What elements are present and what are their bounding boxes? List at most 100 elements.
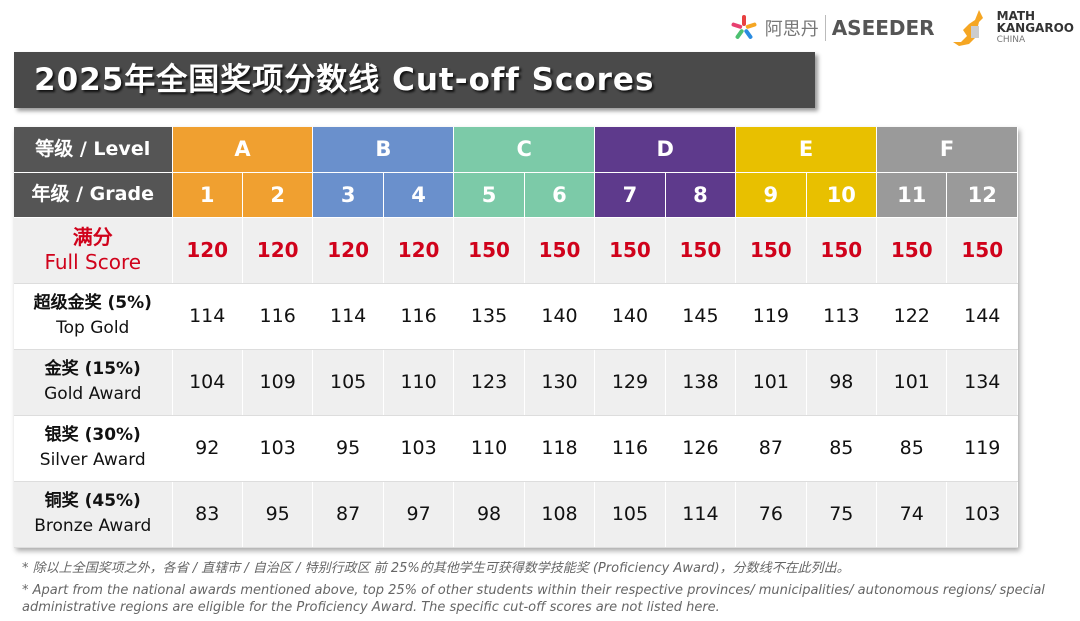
- score-cell: 76: [735, 481, 807, 548]
- score-cell: 114: [172, 283, 243, 350]
- score-cell: 85: [806, 415, 878, 482]
- score-cell: 138: [665, 349, 737, 416]
- score-cell: 120: [242, 217, 314, 284]
- score-cell: 95: [242, 481, 314, 548]
- row-label-cn: 满分: [72, 225, 113, 249]
- score-cell: 110: [453, 415, 525, 482]
- kangaroo-icon: [952, 10, 983, 46]
- level-f: F: [876, 127, 1018, 173]
- logos: 阿思丹 ASEEDER MATH KANGAROO CHINA: [729, 8, 1074, 48]
- score-cell: 150: [876, 217, 948, 284]
- grade-4: 4: [383, 172, 455, 218]
- grade-1: 1: [172, 172, 243, 218]
- level-row: 等级 / Level A B C D E F: [14, 127, 1018, 173]
- grade-12: 12: [946, 172, 1018, 218]
- score-cell: 98: [453, 481, 525, 548]
- score-cell: 101: [735, 349, 807, 416]
- grade-8: 8: [665, 172, 737, 218]
- score-cell: 108: [524, 481, 596, 548]
- score-cell: 120: [383, 217, 455, 284]
- score-cell: 118: [524, 415, 596, 482]
- score-cell: 122: [876, 283, 948, 350]
- score-cell: 150: [946, 217, 1018, 284]
- level-e: E: [735, 127, 878, 173]
- score-cell: 150: [594, 217, 666, 284]
- table-row: 金奖 (15%) Gold Award 104 109 105 110 123 130 129 1…: [14, 349, 1018, 416]
- score-cell: 95: [312, 415, 384, 482]
- table-row: 满分 Full Score 120 120 120 120 150 150 150 150 150 1…: [14, 217, 1018, 284]
- score-cell: 135: [453, 283, 525, 350]
- score-cell: 105: [312, 349, 384, 416]
- row-label-en: Gold Award: [44, 384, 142, 404]
- score-cell: 103: [383, 415, 455, 482]
- level-a: A: [172, 127, 314, 173]
- table-row: 银奖 (30%) Silver Award 92 103 95 103 110 118 116 1…: [14, 415, 1018, 482]
- score-cell: 116: [383, 283, 455, 350]
- score-cell: 109: [242, 349, 314, 416]
- table-row: 超级金奖 (5%) Top Gold 114 116 114 116 135 140 140 14…: [14, 283, 1018, 350]
- page-title: 2025年全国奖项分数线 Cut-off Scores: [14, 52, 815, 108]
- score-cell: 105: [594, 481, 666, 548]
- row-label: 金奖 (15%) Gold Award: [14, 349, 173, 416]
- math-kangaroo-logo: MATH KANGAROO CHINA: [949, 8, 1074, 48]
- level-b: B: [312, 127, 455, 173]
- row-label-cn: 金奖 (15%): [44, 359, 141, 379]
- score-cell: 145: [665, 283, 737, 350]
- aseeder-logo: 阿思丹 ASEEDER: [729, 13, 935, 43]
- score-cell: 119: [946, 415, 1018, 482]
- score-cell: 85: [876, 415, 948, 482]
- level-header: 等级 / Level: [14, 127, 173, 173]
- grade-5: 5: [453, 172, 525, 218]
- score-cell: 150: [524, 217, 596, 284]
- score-cell: 92: [172, 415, 243, 482]
- grade-7: 7: [594, 172, 666, 218]
- score-cell: 134: [946, 349, 1018, 416]
- row-label: 铜奖 (45%) Bronze Award: [14, 481, 173, 548]
- score-cell: 123: [453, 349, 525, 416]
- grade-9: 9: [735, 172, 807, 218]
- score-cell: 129: [594, 349, 666, 416]
- score-cell: 140: [524, 283, 596, 350]
- row-label: 满分 Full Score: [14, 217, 173, 284]
- score-cell: 104: [172, 349, 243, 416]
- row-label-cn: 银奖 (30%): [44, 425, 141, 445]
- score-cell: 140: [594, 283, 666, 350]
- score-cell: 116: [594, 415, 666, 482]
- footnote-cn: * 除以上全国奖项之外，各省 / 直辖市 / 自治区 / 特别行政区 前 25%…: [22, 561, 850, 576]
- score-cell: 103: [946, 481, 1018, 548]
- score-cell: 74: [876, 481, 948, 548]
- row-label-en: Silver Award: [39, 450, 146, 470]
- score-cell: 144: [946, 283, 1018, 350]
- score-cell: 98: [806, 349, 878, 416]
- grade-11: 11: [876, 172, 948, 218]
- grade-row: 年级 / Grade 1 2 3 4 5 6 7 8 9 10 11 12: [14, 172, 1018, 218]
- score-cell: 150: [806, 217, 878, 284]
- row-label: 超级金奖 (5%) Top Gold: [14, 283, 173, 350]
- grade-3: 3: [312, 172, 384, 218]
- row-label-cn: 铜奖 (45%): [44, 491, 141, 511]
- grade-6: 6: [524, 172, 596, 218]
- grade-2: 2: [242, 172, 314, 218]
- footnotes: * 除以上全国奖项之外，各省 / 直辖市 / 自治区 / 特别行政区 前 25%…: [22, 560, 1080, 621]
- row-label-en: Bronze Award: [34, 516, 152, 536]
- score-cell: 110: [383, 349, 455, 416]
- score-cell: 87: [312, 481, 384, 548]
- score-cell: 126: [665, 415, 737, 482]
- score-cell: 97: [383, 481, 455, 548]
- score-cell: 150: [453, 217, 525, 284]
- score-cell: 114: [665, 481, 737, 548]
- aseeder-star-icon: [729, 13, 759, 43]
- row-label-en: Top Gold: [56, 318, 130, 338]
- cutoff-table: 等级 / Level A B C D E F 年级 / Grade 1 2 3 4 5 6 7 8 9 10 11 1…: [14, 127, 1018, 548]
- score-cell: 120: [312, 217, 384, 284]
- score-cell: 150: [665, 217, 737, 284]
- level-d: D: [594, 127, 737, 173]
- score-cell: 130: [524, 349, 596, 416]
- score-cell: 116: [242, 283, 314, 350]
- score-cell: 119: [735, 283, 807, 350]
- grade-header: 年级 / Grade: [14, 172, 173, 218]
- row-label: 银奖 (30%) Silver Award: [14, 415, 173, 482]
- grade-10: 10: [806, 172, 878, 218]
- row-label-en: Full Score: [44, 250, 142, 274]
- score-cell: 83: [172, 481, 243, 548]
